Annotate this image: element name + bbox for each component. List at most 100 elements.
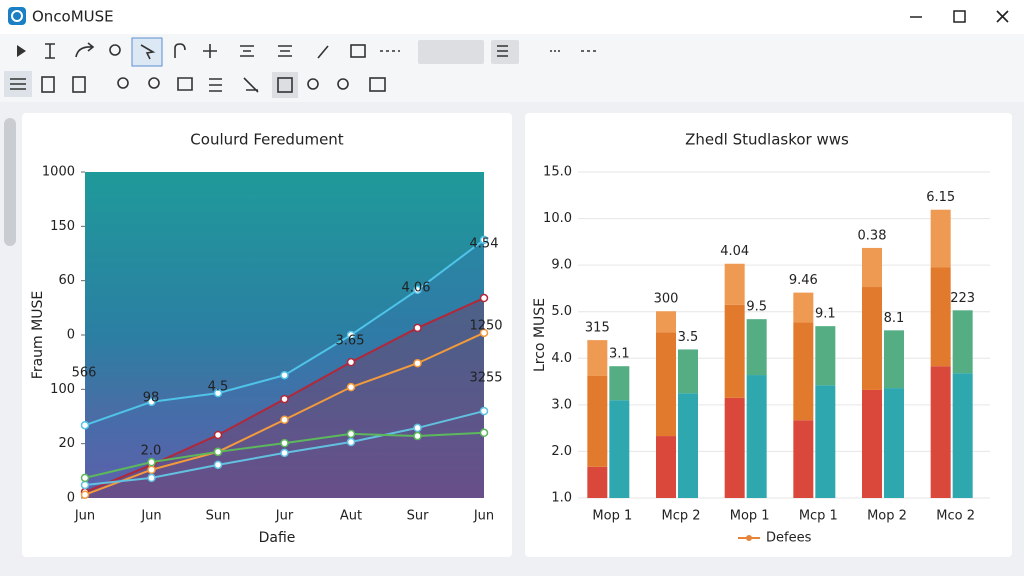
tool-pointer[interactable] [140,44,156,60]
x-axis-label: Dafie [259,530,296,546]
view-button[interactable] [491,40,519,64]
bar-segment [724,304,745,398]
y-tick-label: 100 [50,382,75,397]
view-icon [497,45,508,57]
y-tick-label: 10.0 [543,211,572,226]
tool-align[interactable] [240,45,254,57]
annotation: 2.0 [141,444,162,459]
toolbar-row-1 [17,37,597,67]
series-point [147,473,156,483]
series-area [85,298,484,498]
tool-table-active[interactable] [272,72,298,98]
annotation: 4.54 [470,237,499,252]
bar-segment [952,373,973,498]
tool-crop[interactable] [243,77,259,93]
annotation: 0.38 [858,228,887,243]
series-point [280,370,289,380]
tool-zoom-3[interactable] [337,78,349,90]
bar-segment [793,420,814,498]
x-tick-label: Jun [74,509,95,524]
bar-segment [930,366,951,498]
y-tick-label: 0 [67,491,75,506]
legend-label: Defees [766,531,812,546]
bar-segment [746,375,767,498]
tool-curve[interactable] [174,43,186,58]
bar-segment [678,393,698,498]
bar-segment [862,247,882,288]
tool-pointer-active[interactable] [131,37,163,67]
style-dropdown[interactable] [418,40,484,64]
bar-segment [952,310,973,374]
tool-redo[interactable] [75,42,95,58]
bar-segment [862,389,882,498]
annotation: 4.04 [720,244,749,259]
annotation: 3.1 [609,347,630,362]
x-tick-label: Jur [275,509,294,524]
series-point [346,429,356,439]
series-point [413,431,422,441]
bar-segment [884,388,904,498]
series-point [479,328,489,338]
x-tick-label: Mcp 1 [799,509,838,524]
close-button[interactable] [996,10,1009,23]
bar-segment [793,292,814,323]
x-tick-label: Sur [407,509,429,524]
tool-doc[interactable] [41,76,55,93]
series-point [280,438,289,448]
bar-segment [724,263,745,305]
annotation: 3255 [469,371,502,386]
tool-export[interactable] [177,77,193,91]
tool-table [277,77,293,93]
series-point [479,406,489,416]
series-point [413,359,422,368]
y-tick-label: 5.0 [551,304,572,319]
bar-segment [609,400,630,498]
tool-distribute[interactable] [278,45,292,57]
toolbar-row-2 [4,71,386,98]
tool-select[interactable] [17,45,26,57]
annotation: 315 [585,321,610,336]
bar-segment [587,466,608,498]
series-point [346,382,356,392]
series-point [147,457,156,467]
series-point [346,330,356,340]
bar-segment [815,385,836,498]
series-point [479,235,489,245]
bar-segment [656,332,676,437]
y-tick-label: 60 [58,273,75,288]
maximize-button[interactable] [953,10,966,23]
x-tick-label: Jun [473,509,494,524]
y-tick-label: 9.0 [551,258,572,273]
tool-paste[interactable] [72,76,86,93]
bar-segment [746,319,767,376]
annotation: 223 [950,291,975,306]
tool-zoom-2[interactable] [307,78,319,90]
tool-add[interactable] [203,44,217,58]
x-tick-label: Jun [140,509,161,524]
series-point [80,473,90,483]
tool-find[interactable] [117,77,129,89]
x-tick-label: Mco 2 [936,509,975,524]
annotation: 3.5 [678,330,699,345]
app-icon [8,7,26,25]
annotation: 4.5 [208,380,229,395]
x-tick-label: Mop 1 [730,509,770,524]
tool-list[interactable] [209,78,222,92]
x-tick-label: Mcp 2 [661,509,700,524]
tool-zoom[interactable] [109,44,121,56]
series-point [80,480,90,490]
bar-segment [862,287,882,390]
tool-frame[interactable] [350,44,366,58]
tool-search[interactable] [148,77,160,89]
bar-segment [587,375,608,467]
bar-segment [930,209,951,268]
series-point [280,415,289,425]
tool-brush[interactable] [317,45,329,59]
series-point [213,447,223,457]
tool-text[interactable] [45,43,55,59]
tool-layout[interactable] [369,77,386,92]
annotation: 6.15 [926,190,955,205]
scrollbar-thumb[interactable] [4,118,16,246]
app-icon-glyph [11,10,23,22]
